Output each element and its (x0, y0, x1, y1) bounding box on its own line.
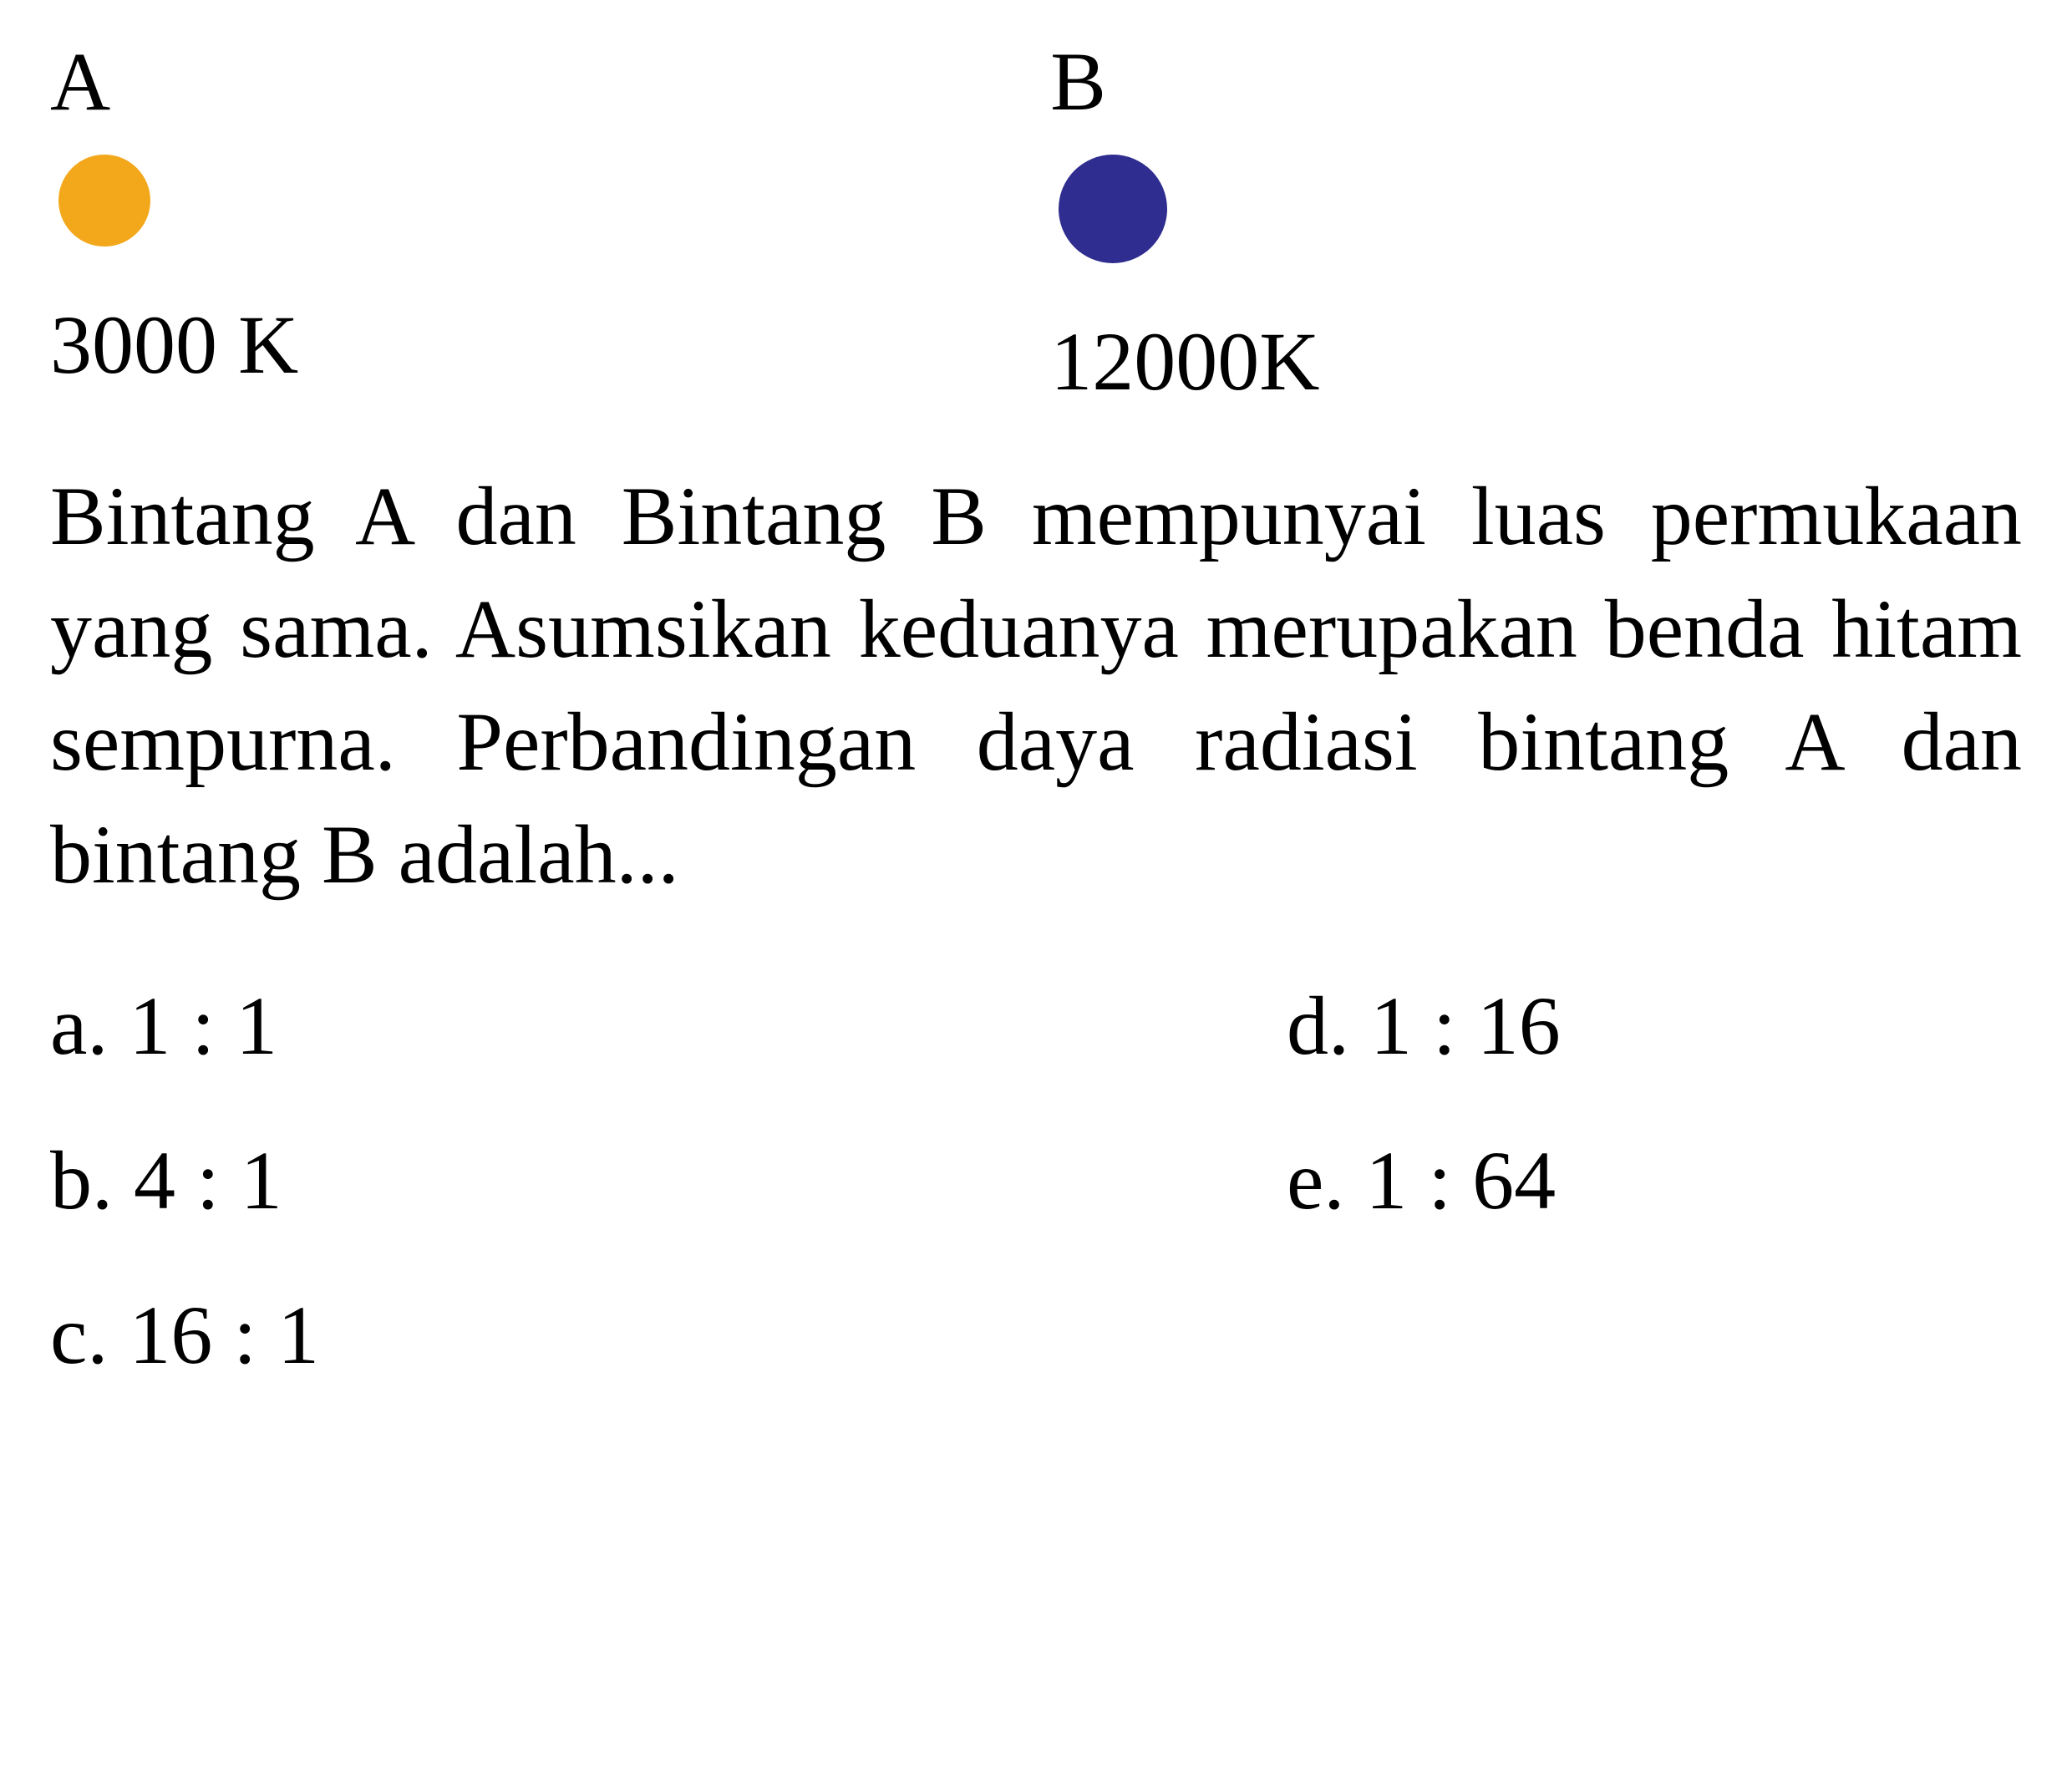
option-d[interactable]: d. 1 : 16 (1287, 978, 2022, 1074)
option-b[interactable]: b. 4 : 1 (50, 1132, 785, 1228)
star-b-temperature: 12000K (1050, 313, 1319, 409)
option-c[interactable]: c. 16 : 1 (50, 1287, 785, 1383)
star-a-block: A 3000 K (50, 33, 298, 409)
options-grid: a. 1 : 1 d. 1 : 16 b. 4 : 1 e. 1 : 64 c.… (50, 978, 2022, 1383)
star-b-label: B (1050, 33, 1106, 130)
option-a[interactable]: a. 1 : 1 (50, 978, 785, 1074)
star-a-label: A (50, 33, 110, 130)
star-a-temperature: 3000 K (50, 297, 298, 393)
star-a-circle-icon (58, 155, 150, 247)
question-text: Bintang A dan Bintang B mempunyai luas p… (50, 460, 2022, 911)
star-b-block: B 12000K (1050, 33, 1319, 409)
stars-row: A 3000 K B 12000K (50, 33, 2022, 409)
star-b-circle-icon (1059, 155, 1167, 263)
option-e[interactable]: e. 1 : 64 (1287, 1132, 2022, 1228)
